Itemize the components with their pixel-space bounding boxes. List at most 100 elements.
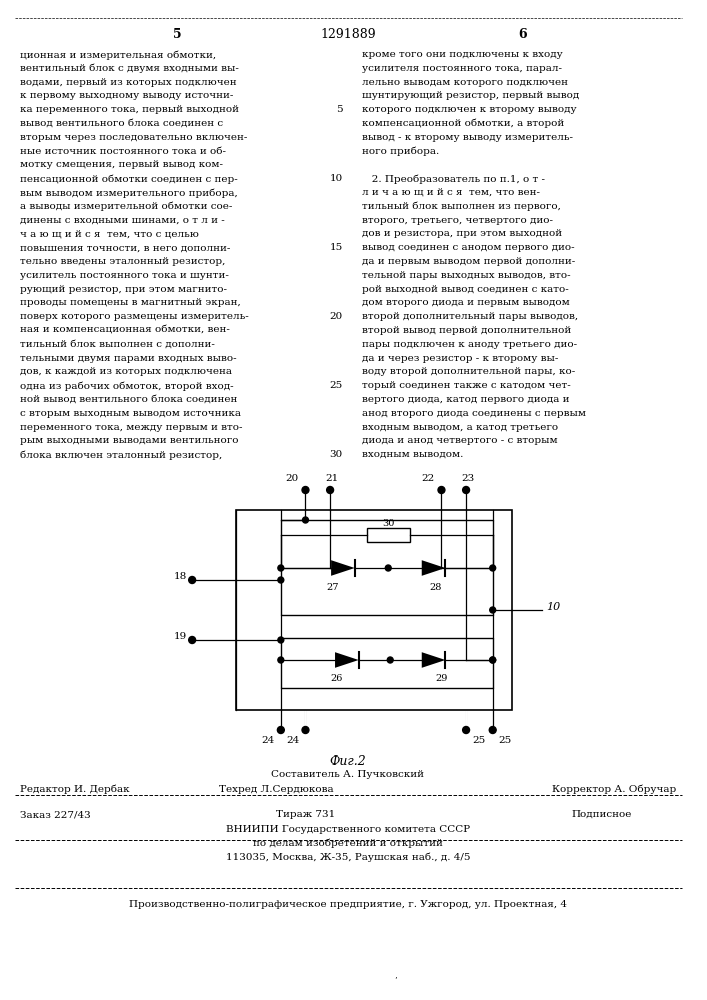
Text: повышения точности, в него дополни-: повышения точности, в него дополни- xyxy=(20,243,230,252)
Text: входным выводом, а катод третьего: входным выводом, а катод третьего xyxy=(362,423,558,432)
Text: 25: 25 xyxy=(498,736,512,745)
Text: проводы помещены в магнитный экран,: проводы помещены в магнитный экран, xyxy=(20,298,240,307)
Text: ная и компенсационная обмотки, вен-: ная и компенсационная обмотки, вен- xyxy=(20,326,230,335)
Text: а выводы измерительной обмотки сое-: а выводы измерительной обмотки сое- xyxy=(20,202,232,211)
Text: 24: 24 xyxy=(262,736,275,745)
Text: анод второго диода соединены с первым: анод второго диода соединены с первым xyxy=(362,409,585,418)
Text: кроме того они подключены к входу: кроме того они подключены к входу xyxy=(362,50,562,59)
Text: 10: 10 xyxy=(329,174,343,183)
Circle shape xyxy=(303,517,308,523)
Text: ч а ю щ и й с я  тем, что с целью: ч а ю щ и й с я тем, что с целью xyxy=(20,229,199,238)
Bar xyxy=(366,528,410,542)
Text: 6: 6 xyxy=(518,28,527,41)
Text: ВНИИПИ Государственного комитета СССР: ВНИИПИ Государственного комитета СССР xyxy=(226,825,470,834)
Text: Корректор А. Обручар: Корректор А. Обручар xyxy=(552,785,676,794)
Text: тильный блок выполнен из первого,: тильный блок выполнен из первого, xyxy=(362,202,561,211)
Text: Производственно-полиграфическое предприятие, г. Ужгород, ул. Проектная, 4: Производственно-полиграфическое предприя… xyxy=(129,900,567,909)
Circle shape xyxy=(189,637,196,644)
Text: тельной пары выходных выводов, вто-: тельной пары выходных выводов, вто- xyxy=(362,271,571,280)
Polygon shape xyxy=(335,652,358,668)
Text: второй вывод первой дополнительной: второй вывод первой дополнительной xyxy=(362,326,571,335)
Text: Редактор И. Дербак: Редактор И. Дербак xyxy=(20,785,129,794)
Text: шунтирующий резистор, первый вывод: шунтирующий резистор, первый вывод xyxy=(362,91,579,100)
Bar xyxy=(281,638,493,688)
Text: 30: 30 xyxy=(329,450,343,459)
Text: 29: 29 xyxy=(436,674,448,683)
Text: вентильный блок с двумя входными вы-: вентильный блок с двумя входными вы- xyxy=(20,64,238,73)
Text: торый соединен также с катодом чет-: торый соединен также с катодом чет- xyxy=(362,381,571,390)
Circle shape xyxy=(189,576,196,584)
Circle shape xyxy=(462,487,469,493)
Text: 20: 20 xyxy=(329,312,343,321)
Circle shape xyxy=(302,726,309,734)
Text: вывод вентильного блока соединен с: вывод вентильного блока соединен с xyxy=(20,119,223,128)
Text: дом второго диода и первым выводом: дом второго диода и первым выводом xyxy=(362,298,569,307)
Text: компенсационной обмотки, а второй: компенсационной обмотки, а второй xyxy=(362,119,564,128)
Text: рым выходными выводами вентильного: рым выходными выводами вентильного xyxy=(20,436,238,445)
Circle shape xyxy=(278,565,284,571)
Text: да и первым выводом первой дополни-: да и первым выводом первой дополни- xyxy=(362,257,575,266)
Text: 2. Преобразователь по п.1, о т -: 2. Преобразователь по п.1, о т - xyxy=(362,174,544,184)
Text: Техред Л.Сердюкова: Техред Л.Сердюкова xyxy=(218,785,333,794)
Text: переменного тока, между первым и вто-: переменного тока, между первым и вто- xyxy=(20,423,243,432)
Text: вывод - к второму выводу измеритель-: вывод - к второму выводу измеритель- xyxy=(362,133,573,142)
Text: да и через резистор - к второму вы-: да и через резистор - к второму вы- xyxy=(362,354,558,363)
Text: ’: ’ xyxy=(395,975,397,983)
Circle shape xyxy=(278,637,284,643)
Text: дов и резистора, при этом выходной: дов и резистора, при этом выходной xyxy=(362,229,562,238)
Bar xyxy=(237,510,513,710)
Circle shape xyxy=(385,565,391,571)
Circle shape xyxy=(302,487,309,493)
Text: по делам изобретений и открытий: по делам изобретений и открытий xyxy=(253,839,443,848)
Circle shape xyxy=(387,657,393,663)
Text: вторым через последовательно включен-: вторым через последовательно включен- xyxy=(20,133,247,142)
Text: блока включен эталонный резистор,: блока включен эталонный резистор, xyxy=(20,450,222,460)
Circle shape xyxy=(489,726,496,734)
Text: к первому выходному выводу источни-: к первому выходному выводу источни- xyxy=(20,91,233,100)
Text: второго, третьего, четвертого дио-: второго, третьего, четвертого дио- xyxy=(362,216,553,225)
Circle shape xyxy=(278,577,284,583)
Text: пенсационной обмотки соединен с пер-: пенсационной обмотки соединен с пер- xyxy=(20,174,238,184)
Text: 20: 20 xyxy=(285,474,298,483)
Text: дов, к каждой из которых подключена: дов, к каждой из которых подключена xyxy=(20,367,232,376)
Text: диода и анод четвертого - с вторым: диода и анод четвертого - с вторым xyxy=(362,436,557,445)
Text: усилитель постоянного тока и шунти-: усилитель постоянного тока и шунти- xyxy=(20,271,228,280)
Text: тильный блок выполнен с дополни-: тильный блок выполнен с дополни- xyxy=(20,340,215,349)
Text: 15: 15 xyxy=(329,243,343,252)
Circle shape xyxy=(490,657,496,663)
Text: с вторым выходным выводом источника: с вторым выходным выводом источника xyxy=(20,409,240,418)
Text: рой выходной вывод соединен с като-: рой выходной вывод соединен с като- xyxy=(362,285,568,294)
Circle shape xyxy=(490,657,496,663)
Text: 30: 30 xyxy=(382,519,395,528)
Circle shape xyxy=(277,726,284,734)
Text: Подписное: Подписное xyxy=(571,810,632,819)
Polygon shape xyxy=(331,560,355,576)
Circle shape xyxy=(327,487,334,493)
Text: вым выводом измерительного прибора,: вым выводом измерительного прибора, xyxy=(20,188,238,198)
Text: 25: 25 xyxy=(329,381,343,390)
Circle shape xyxy=(462,726,469,734)
Text: л и ч а ю щ и й с я  тем, что вен-: л и ч а ю щ и й с я тем, что вен- xyxy=(362,188,539,197)
Text: второй дополнительный пары выводов,: второй дополнительный пары выводов, xyxy=(362,312,578,321)
Polygon shape xyxy=(422,560,445,576)
Text: 113035, Москва, Ж-35, Раушская наб., д. 4/5: 113035, Москва, Ж-35, Раушская наб., д. … xyxy=(226,853,470,862)
Text: Составитель А. Пучковский: Составитель А. Пучковский xyxy=(271,770,424,779)
Text: 1291889: 1291889 xyxy=(320,28,375,41)
Text: мотку смещения, первый вывод ком-: мотку смещения, первый вывод ком- xyxy=(20,160,223,169)
Text: 23: 23 xyxy=(462,474,474,483)
Text: поверх которого размещены измеритель-: поверх которого размещены измеритель- xyxy=(20,312,248,321)
Bar xyxy=(281,520,493,615)
Text: 24: 24 xyxy=(286,736,300,745)
Text: водами, первый из которых подключен: водами, первый из которых подключен xyxy=(20,78,236,87)
Text: 25: 25 xyxy=(472,736,485,745)
Text: динены с входными шинами, о т л и -: динены с входными шинами, о т л и - xyxy=(20,216,224,225)
Text: одна из рабочих обмоток, второй вход-: одна из рабочих обмоток, второй вход- xyxy=(20,381,233,391)
Text: 26: 26 xyxy=(331,674,343,683)
Text: вывод соединен с анодом первого дио-: вывод соединен с анодом первого дио- xyxy=(362,243,574,252)
Circle shape xyxy=(490,607,496,613)
Text: 28: 28 xyxy=(429,583,442,592)
Text: 21: 21 xyxy=(325,474,339,483)
Text: пары подключен к аноду третьего дио-: пары подключен к аноду третьего дио- xyxy=(362,340,577,349)
Text: рующий резистор, при этом магнито-: рующий резистор, при этом магнито- xyxy=(20,285,227,294)
Text: ной вывод вентильного блока соединен: ной вывод вентильного блока соединен xyxy=(20,395,237,404)
